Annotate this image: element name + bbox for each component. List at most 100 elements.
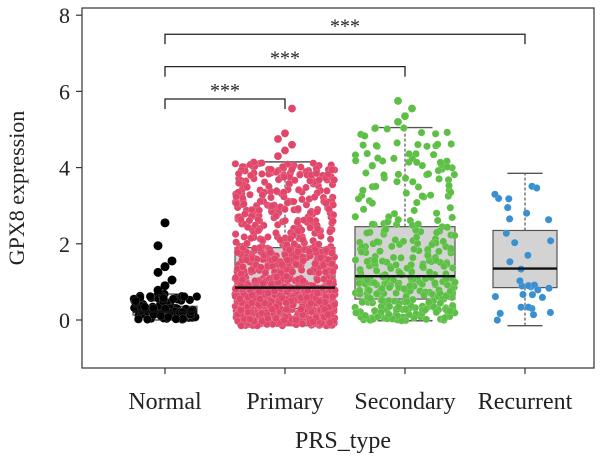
data-point: [409, 253, 417, 262]
data-point: [532, 184, 541, 192]
outlier-point: [167, 275, 177, 285]
data-point: [422, 315, 431, 324]
data-point: [163, 312, 173, 322]
data-point: [296, 163, 305, 171]
data-point: [280, 316, 288, 325]
data-point: [281, 216, 289, 225]
significance-bracket-3: ***: [164, 15, 526, 45]
data-point: [405, 310, 413, 319]
data-point: [378, 257, 387, 265]
data-point: [272, 212, 281, 220]
data-point: [265, 182, 273, 191]
data-point: [436, 299, 445, 307]
data-point: [156, 311, 166, 321]
data-point: [420, 306, 429, 315]
x-tick-label-secondary: Secondary: [354, 389, 455, 415]
data-point: [496, 309, 505, 318]
data-point: [423, 251, 432, 260]
data-point: [368, 162, 377, 170]
data-point: [287, 165, 296, 174]
data-point: [354, 194, 363, 203]
data-point: [232, 238, 240, 246]
data-point: [240, 200, 248, 208]
data-point: [234, 169, 243, 178]
data-point: [268, 202, 276, 210]
data-point: [380, 171, 388, 179]
outlier-point: [281, 146, 289, 155]
data-point: [140, 302, 150, 312]
data-point: [243, 239, 251, 248]
data-point: [255, 287, 264, 296]
data-point: [264, 233, 272, 241]
data-point: [392, 289, 400, 297]
series-recurrent: [491, 172, 558, 327]
data-point: [443, 128, 452, 137]
data-point: [401, 305, 410, 314]
outlier-point: [394, 97, 402, 105]
data-point: [424, 170, 433, 178]
data-point: [247, 299, 256, 307]
series-secondary: [351, 97, 459, 325]
data-point: [546, 308, 555, 317]
data-point: [248, 291, 256, 300]
data-point: [491, 292, 500, 301]
data-point: [366, 294, 375, 303]
outlier-point: [153, 285, 163, 295]
data-point: [399, 124, 408, 132]
y-tick-label: 8: [59, 3, 70, 28]
data-point: [313, 276, 322, 284]
data-point: [319, 261, 328, 270]
data-point: [403, 297, 411, 306]
data-point: [309, 317, 317, 326]
data-point: [427, 273, 436, 282]
data-point: [397, 316, 406, 325]
data-point: [237, 321, 245, 330]
data-point: [385, 283, 394, 292]
data-point: [258, 170, 266, 178]
swarm-points: [231, 104, 339, 330]
data-point: [297, 305, 305, 314]
swarm-points: [491, 182, 555, 324]
data-point: [236, 306, 245, 315]
data-point: [374, 312, 382, 321]
data-point: [401, 174, 410, 182]
data-point: [491, 190, 499, 199]
data-point: [387, 242, 396, 251]
data-point: [306, 215, 314, 224]
data-point: [358, 298, 367, 307]
data-point: [372, 290, 381, 298]
data-point: [420, 291, 428, 300]
data-point: [368, 199, 377, 207]
data-point: [231, 273, 240, 282]
data-point: [506, 257, 514, 266]
outlier-point: [288, 104, 296, 113]
data-point: [260, 299, 269, 307]
data-point: [306, 299, 315, 308]
data-point: [505, 215, 514, 223]
data-point: [402, 189, 411, 197]
data-point: [359, 205, 368, 214]
data-point: [370, 278, 379, 287]
data-point: [245, 216, 254, 225]
data-point: [282, 305, 291, 314]
data-point: [261, 269, 270, 277]
data-point: [448, 213, 457, 222]
data-point: [428, 240, 436, 249]
data-point: [355, 286, 364, 295]
data-point: [329, 267, 337, 276]
data-point: [418, 262, 427, 271]
data-point: [302, 183, 310, 192]
data-point: [310, 193, 319, 201]
data-point: [439, 237, 448, 246]
data-point: [298, 320, 307, 328]
data-point: [326, 227, 334, 236]
data-point: [412, 158, 421, 167]
data-point: [283, 256, 292, 264]
data-point: [407, 268, 416, 276]
data-point: [231, 159, 240, 168]
data-point: [231, 230, 240, 238]
bracket-line: [164, 33, 526, 45]
data-point: [432, 209, 441, 217]
data-point: [431, 129, 440, 138]
